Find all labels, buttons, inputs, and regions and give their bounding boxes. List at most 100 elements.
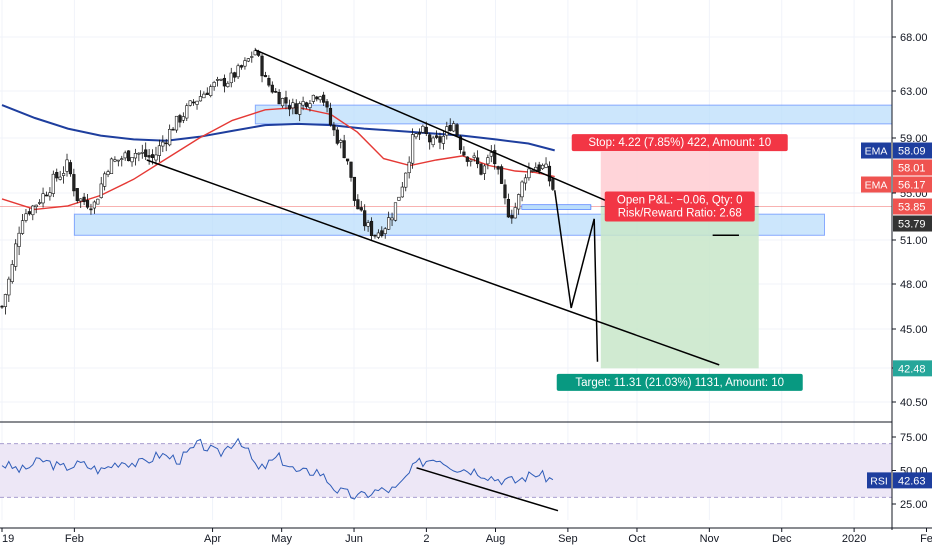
rsi-name-bg [867, 472, 891, 489]
target-label-bg[interactable] [556, 373, 803, 391]
time-tick-label: May [271, 533, 292, 545]
candle-body [14, 243, 18, 267]
pnl-label-bg[interactable] [604, 191, 755, 222]
time-tick-label: Nov [700, 533, 720, 545]
support-resistance-zone[interactable] [254, 104, 893, 125]
candle-body [527, 168, 531, 179]
trendline[interactable] [553, 190, 572, 309]
trendline[interactable] [146, 159, 720, 366]
price-badge-value: 58.01 [898, 163, 926, 175]
candle-body [274, 91, 278, 93]
candle-body [476, 157, 480, 165]
candle-body [493, 150, 497, 165]
candle-body [345, 158, 350, 162]
price-tick-label: 59.00 [900, 133, 928, 145]
candle-body [363, 210, 367, 227]
candle-body [171, 128, 175, 131]
candle-body [280, 98, 285, 107]
candle-body [126, 150, 131, 162]
price-badge-value: 42.48 [898, 363, 926, 375]
candle-body [304, 102, 309, 107]
candle-body [287, 105, 292, 110]
candle-body [537, 164, 541, 172]
candle-body [328, 107, 333, 126]
candle-body [489, 152, 493, 157]
candle-body [424, 126, 428, 134]
rsi-badge-bg [893, 472, 932, 489]
candle-body [503, 184, 507, 199]
candle-body [499, 166, 504, 184]
indicator-name-bg [861, 176, 891, 193]
rsi-name-label: RSI [870, 475, 888, 487]
candle-body [448, 124, 452, 132]
candle-body [144, 149, 148, 157]
price-tick-label: 51.00 [900, 235, 928, 247]
candle-body [157, 145, 161, 156]
candle-body [421, 125, 425, 133]
trendlines[interactable] [146, 49, 739, 366]
stop-label-bg[interactable] [571, 134, 788, 152]
candle-body [322, 94, 326, 103]
candle-body [233, 72, 237, 78]
candle-body [140, 152, 144, 154]
ema-lines [1, 104, 555, 211]
stop-label[interactable]: Stop: 4.22 (7.85%) 422, Amount: 10 [571, 134, 788, 152]
candle-body [308, 103, 312, 108]
candle-body [339, 140, 343, 143]
candle-body [109, 158, 114, 174]
candle-body [164, 142, 168, 145]
target-label-text: Target: 11.31 (21.03%) 1131, Amount: 10 [575, 377, 784, 389]
candle-body [376, 232, 380, 238]
price-badge: 53.79 [893, 215, 932, 232]
candle-body [431, 137, 435, 146]
candle-body [192, 101, 196, 104]
candle-body [530, 170, 534, 172]
candle-body [387, 217, 391, 230]
candle-body [318, 96, 322, 101]
candle-body [120, 158, 124, 160]
candle-body [68, 162, 73, 175]
time-tick-label: 2020 [842, 533, 866, 545]
trendline[interactable] [570, 218, 595, 309]
candle-body [263, 75, 268, 78]
time-tick-label: Dec [772, 533, 792, 545]
candle-body [0, 305, 4, 308]
candle-body [486, 157, 490, 165]
candle-body [407, 161, 411, 174]
rsi-badge-value: 42.63 [898, 475, 926, 487]
target-label[interactable]: Target: 11.31 (21.03%) 1131, Amount: 10 [556, 373, 803, 391]
price-badge-value: 58.09 [898, 146, 926, 158]
candle-body [469, 159, 473, 162]
ema-short-line [1, 106, 555, 211]
candle-body [27, 211, 31, 215]
time-tick-label: Fe [920, 533, 932, 545]
price-badge-bg [893, 159, 932, 176]
trendline[interactable] [255, 49, 608, 202]
price-tick-label: 40.50 [900, 397, 928, 409]
position-labels[interactable]: Stop: 4.22 (7.85%) 422, Amount: 10 Open P… [556, 134, 803, 391]
candle-body [185, 105, 189, 119]
rsi-tick-label: 25.00 [900, 499, 928, 511]
candle-body [520, 181, 524, 198]
candle-body [130, 157, 134, 163]
candle-body [517, 194, 521, 210]
trendline[interactable] [593, 218, 599, 362]
candle-body [48, 192, 52, 197]
candle-body [270, 84, 274, 93]
candle-body [24, 213, 28, 221]
candle-body [113, 159, 117, 162]
candle-body [438, 136, 442, 143]
pnl-label-text: Risk/Reward Ratio: 2.68 [618, 208, 742, 220]
candle-body [103, 173, 107, 187]
candle-body [373, 234, 377, 237]
candle-body [417, 132, 422, 135]
rsi-trendline[interactable] [416, 467, 559, 512]
candle-body [65, 159, 69, 172]
reward-area[interactable] [600, 206, 759, 369]
candle-body [547, 165, 552, 182]
candle-body [513, 207, 517, 219]
candle-body [298, 103, 302, 115]
candle-body [523, 177, 528, 184]
